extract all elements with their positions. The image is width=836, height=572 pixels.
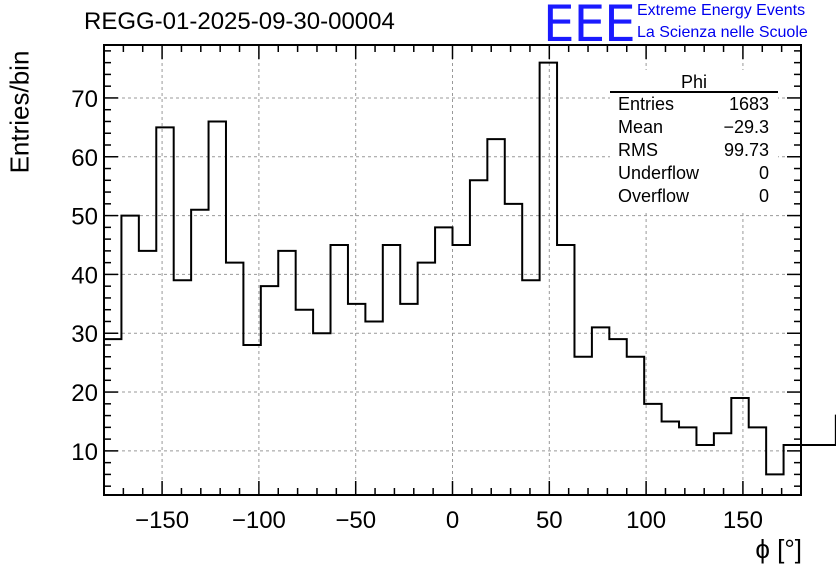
stats-label: Overflow bbox=[618, 186, 690, 206]
histogram-bin bbox=[383, 245, 400, 495]
stats-value: −29.3 bbox=[723, 117, 769, 137]
x-tick-label: −150 bbox=[135, 507, 189, 534]
histogram-bin bbox=[121, 216, 138, 495]
histogram-bin bbox=[296, 310, 313, 495]
histogram-bin bbox=[243, 345, 260, 495]
histogram-bin bbox=[139, 251, 156, 495]
histogram-bin bbox=[400, 304, 417, 495]
histogram-bin bbox=[766, 474, 783, 495]
histogram-bin bbox=[714, 433, 731, 495]
histogram-bin bbox=[278, 251, 295, 495]
histogram-bin bbox=[801, 445, 818, 495]
histogram-bin bbox=[348, 304, 365, 495]
histogram-bin bbox=[609, 339, 626, 495]
histogram-bin bbox=[818, 445, 835, 495]
histogram-bin bbox=[662, 421, 679, 495]
histogram-bin bbox=[627, 357, 644, 495]
histogram-bin bbox=[696, 445, 713, 495]
histogram-bin bbox=[104, 339, 121, 495]
x-tick-label: −100 bbox=[232, 507, 286, 534]
histogram-bin bbox=[365, 321, 382, 495]
histogram-bin bbox=[453, 245, 470, 495]
stats-label: Underflow bbox=[618, 163, 700, 183]
histogram-bin bbox=[749, 427, 766, 495]
y-tick-label: 40 bbox=[71, 262, 98, 289]
histogram-bin bbox=[592, 327, 609, 495]
logo-line-2: La Scienza nelle Scuole bbox=[637, 24, 808, 41]
stats-value: 0 bbox=[759, 163, 769, 183]
histogram-bin bbox=[540, 63, 557, 495]
histogram-bin bbox=[174, 280, 191, 495]
x-tick-labels: −150 −100 −50 0 50 100 150 bbox=[135, 507, 763, 534]
histogram-bin bbox=[470, 180, 487, 495]
histogram-bin bbox=[784, 445, 801, 495]
histogram-bin bbox=[156, 127, 173, 495]
histogram-bin bbox=[679, 427, 696, 495]
stats-value: 99.73 bbox=[724, 140, 769, 160]
histogram-bin bbox=[209, 121, 226, 495]
histogram-bin bbox=[226, 263, 243, 495]
stats-box: Phi Entries 1683 Mean −29.3 RMS 99.73 Underflow… bbox=[610, 70, 778, 212]
histogram-bin bbox=[261, 286, 278, 495]
y-tick-label: 70 bbox=[71, 86, 98, 113]
stats-value: 0 bbox=[759, 186, 769, 206]
histogram-bin bbox=[313, 333, 330, 495]
histogram-bin bbox=[522, 280, 539, 495]
x-tick-label: 0 bbox=[446, 507, 459, 534]
x-tick-label: −50 bbox=[335, 507, 376, 534]
chart-title: REGG-01-2025-09-30-00004 bbox=[84, 8, 395, 35]
stats-label: RMS bbox=[618, 140, 658, 160]
histogram-bin bbox=[435, 227, 452, 495]
eee-logo: EEE bbox=[543, 0, 636, 53]
x-tick-label: 100 bbox=[626, 507, 666, 534]
stats-value: 1683 bbox=[729, 94, 769, 114]
histogram-bin bbox=[418, 263, 435, 495]
histogram-bin bbox=[331, 245, 348, 495]
stats-label: Mean bbox=[618, 117, 663, 137]
x-tick-label: 150 bbox=[723, 507, 763, 534]
y-tick-label: 60 bbox=[71, 145, 98, 172]
histogram-bin bbox=[731, 398, 748, 495]
stats-background bbox=[610, 70, 778, 212]
y-tick-label: 20 bbox=[71, 380, 98, 407]
logo-line-1: Extreme Energy Events bbox=[637, 2, 806, 19]
x-axis-label: ϕ [°] bbox=[755, 534, 802, 564]
histogram-series bbox=[104, 61, 836, 495]
x-tick-label: 50 bbox=[536, 507, 563, 534]
y-tick-labels: 10 20 30 40 50 60 70 bbox=[71, 86, 98, 466]
y-tick-label: 30 bbox=[71, 321, 98, 348]
histogram-bin bbox=[487, 139, 504, 495]
histogram-bin bbox=[574, 357, 591, 495]
histogram-bin bbox=[191, 210, 208, 495]
y-tick-label: 50 bbox=[71, 204, 98, 231]
y-axis-label: Entries/bin bbox=[4, 50, 35, 174]
histogram-bin bbox=[505, 204, 522, 495]
axis-ticks bbox=[104, 45, 801, 495]
histogram-outline bbox=[104, 61, 836, 476]
histogram-bin bbox=[557, 245, 574, 495]
y-tick-label: 10 bbox=[71, 439, 98, 466]
histogram-bin bbox=[644, 404, 661, 495]
plot-frame bbox=[103, 44, 802, 496]
stats-title: Phi bbox=[681, 72, 707, 92]
stats-label: Entries bbox=[618, 94, 674, 114]
